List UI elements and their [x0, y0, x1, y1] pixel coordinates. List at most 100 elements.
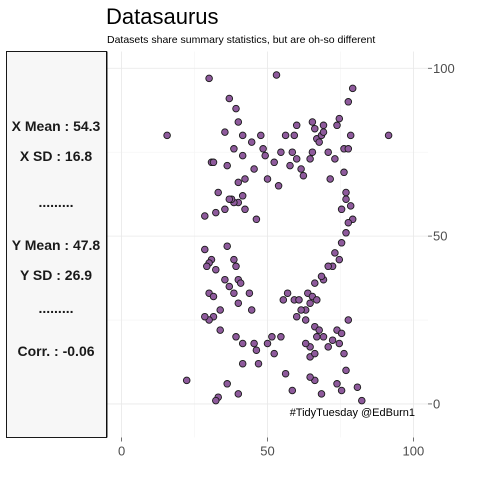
- scatter-point: [345, 99, 352, 106]
- scatter-point: [264, 176, 271, 183]
- scatter-point: [296, 297, 303, 304]
- scatter-point: [336, 256, 343, 263]
- scatter-point: [345, 317, 352, 324]
- scatter-point: [312, 350, 319, 357]
- stat-label: X SD : 16.8: [20, 148, 93, 164]
- scatter-point: [251, 166, 258, 173]
- scatter-point: [320, 129, 327, 136]
- scatter-point: [262, 152, 269, 159]
- scatter-point: [320, 122, 327, 129]
- scatter-point: [345, 219, 352, 226]
- scatter-point: [312, 280, 319, 287]
- scatter-point: [293, 313, 300, 320]
- scatter-point: [338, 206, 345, 213]
- scatter-point: [239, 340, 246, 347]
- scatter-point: [226, 283, 233, 290]
- scatter-point: [224, 381, 231, 388]
- x-tick-label: 50: [260, 444, 274, 459]
- stat-label: Y SD : 26.9: [20, 267, 92, 283]
- axis-ticks: 0 50 100 0 50 100: [118, 61, 455, 459]
- scatter-point: [338, 387, 345, 394]
- chart-caption: #TidyTuesday @EdBurn1: [290, 407, 415, 419]
- scatter-point: [235, 300, 242, 307]
- scatter-point: [334, 122, 341, 129]
- scatter-point: [278, 149, 285, 156]
- scatter-point: [217, 327, 224, 334]
- scatter-point: [347, 203, 354, 210]
- x-tick-label: 100: [403, 444, 425, 459]
- scatter-point: [318, 273, 325, 280]
- scatter-point: [314, 297, 321, 304]
- stat-label: Y Mean : 47.8: [12, 237, 101, 253]
- scatter-point: [291, 132, 298, 139]
- scatter-point: [215, 189, 222, 196]
- stat-label: .........: [38, 194, 73, 210]
- scatter-point: [239, 132, 246, 139]
- stat-label: Corr. : -0.06: [17, 343, 94, 359]
- stat-label: .........: [38, 300, 73, 316]
- scatter-point: [242, 206, 249, 213]
- scatter-point: [309, 149, 316, 156]
- scatter-point: [226, 196, 233, 203]
- scatter-point: [222, 129, 229, 136]
- scatter-point: [341, 169, 348, 176]
- scatter-point: [293, 156, 300, 163]
- scatter-point: [273, 72, 280, 79]
- scatter-point: [284, 290, 291, 297]
- scatter-point: [255, 360, 262, 367]
- scatter-point: [298, 307, 305, 314]
- scatter-point: [345, 146, 352, 153]
- scatter-point: [307, 300, 314, 307]
- scatter-point: [258, 132, 265, 139]
- scatter-point: [213, 397, 220, 404]
- scatter-point: [334, 381, 341, 388]
- scatter-point: [343, 230, 350, 237]
- scatter-point: [347, 132, 354, 139]
- scatter-point: [316, 139, 323, 146]
- scatter-point: [302, 340, 309, 347]
- scatter-point: [300, 172, 307, 179]
- scatter-point: [271, 350, 278, 357]
- x-tick-label: 0: [118, 444, 125, 459]
- scatter-point: [224, 162, 231, 169]
- scatter-point: [202, 313, 209, 320]
- scatter-point: [233, 334, 240, 341]
- scatter-point: [343, 189, 350, 196]
- scatter-point: [293, 122, 300, 129]
- scatter-point: [336, 340, 343, 347]
- scatter-point: [269, 334, 276, 341]
- scatter-point: [320, 334, 327, 341]
- scatter-point: [287, 162, 294, 169]
- scatter-point: [316, 327, 323, 334]
- scatter-point: [235, 119, 242, 126]
- scatter-point: [222, 206, 229, 213]
- scatter-point: [233, 263, 240, 270]
- scatter-points: [164, 72, 392, 404]
- scatter-point: [343, 196, 350, 203]
- scatter-point: [338, 330, 345, 337]
- scatter-point: [251, 340, 258, 347]
- scatter-point: [217, 307, 224, 314]
- scatter-point: [341, 350, 348, 357]
- scatter-point: [253, 347, 260, 354]
- scatter-point: [210, 293, 217, 300]
- scatter-point: [235, 391, 242, 398]
- scatter-point: [213, 209, 220, 216]
- scatter-point: [307, 156, 314, 163]
- scatter-point: [289, 149, 296, 156]
- scatter-point: [325, 149, 332, 156]
- scatter-point: [385, 132, 392, 139]
- scatter-point: [231, 146, 238, 153]
- scatter-point: [202, 246, 209, 253]
- y-tick-label: 100: [433, 61, 455, 76]
- scatter-point: [289, 387, 296, 394]
- scatter-point: [282, 132, 289, 139]
- scatter-point: [233, 105, 240, 112]
- scatter-point: [246, 290, 253, 297]
- scatter-point: [318, 391, 325, 398]
- scatter-point: [359, 397, 366, 404]
- scatter-point: [235, 179, 242, 186]
- scatter-point: [164, 132, 171, 139]
- plot-grid: [107, 52, 428, 438]
- scatter-point: [253, 216, 260, 223]
